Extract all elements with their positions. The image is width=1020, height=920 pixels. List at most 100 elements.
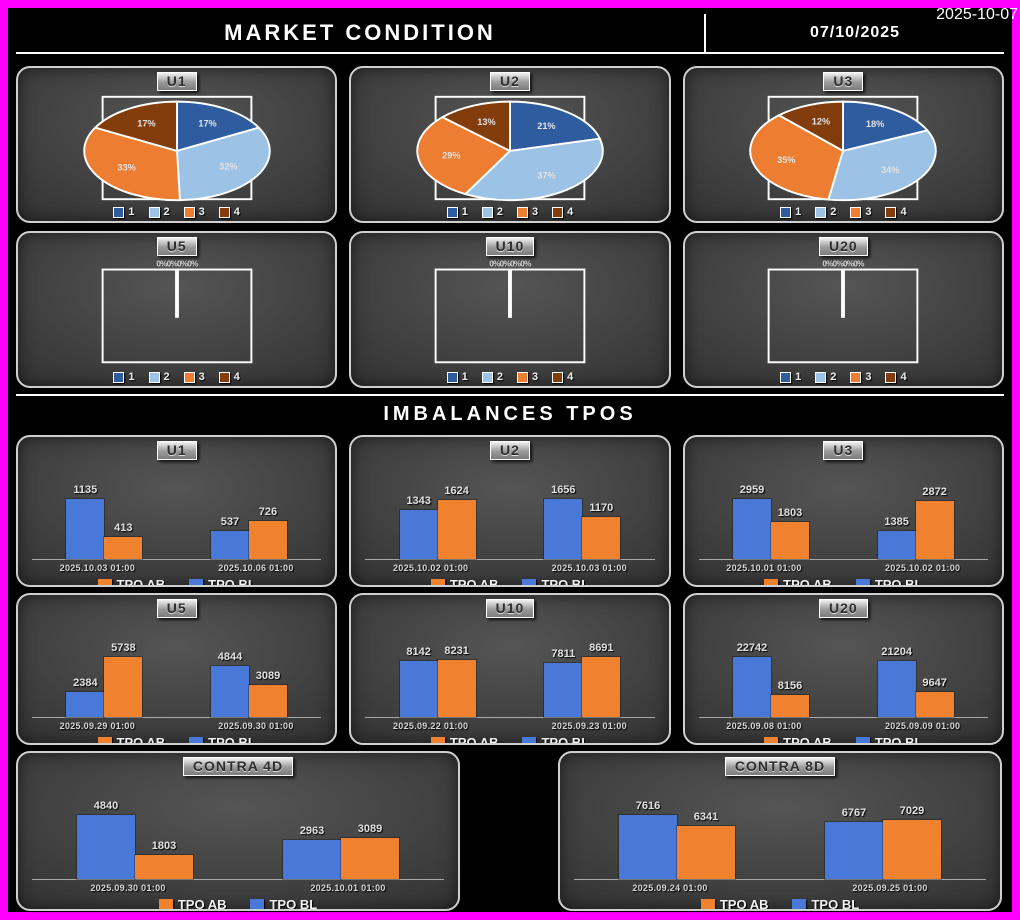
bar-bl-g2: 537 [209, 516, 250, 560]
pie-legend-item-3: 3 [850, 371, 871, 383]
bar-legend-swatch-bl [792, 899, 807, 909]
bar-group-1: 4840 1803 [76, 800, 194, 880]
bar-legend-item-ab: TPO AB [158, 897, 226, 909]
legend-swatch-2 [815, 371, 827, 383]
bar-plot-contra-8d: 7616 6341 6767 7029 [574, 790, 986, 880]
legend-label-3: 3 [198, 371, 205, 383]
bar-legend: TPO AB TPO BL [18, 897, 458, 909]
bar-legend-swatch-bl [189, 737, 204, 743]
legend-swatch-2 [481, 371, 493, 383]
legend-label-4: 4 [567, 206, 574, 218]
bar-group-1: 1135 413 [65, 484, 144, 560]
bar-legend-item-ab: TPO AB [97, 577, 166, 587]
bar-value-label: 2384 [73, 677, 98, 689]
bar-card-u2: U2 1343 1624 1656 1170 2025.10.02 01:00 2025.1… [349, 435, 671, 587]
bar-card-head: CONTRA 8D [560, 753, 1000, 776]
bar-legend-label-ab: TPO AB [449, 577, 499, 587]
pie-zero-label: 0%0%0%0% [489, 260, 532, 269]
bar-legend-swatch-ab [700, 899, 715, 909]
bar-group-1: 2384 5738 [65, 642, 144, 718]
bar-card-head: U2 [351, 437, 668, 460]
bar-ab-g1: 5738 [103, 642, 144, 718]
x-axis-labels: 2025.09.29 01:00 2025.09.30 01:00 [18, 721, 335, 731]
bar-card-u10: U10 8142 8231 7811 8691 2025.09.22 01:00 2025.… [349, 593, 671, 745]
bar-legend-label-ab: TPO AB [449, 735, 499, 745]
x-axis-label-1: 2025.09.22 01:00 [392, 721, 469, 731]
legend-swatch-3 [183, 371, 195, 383]
bar-legend-swatch-ab [764, 737, 779, 743]
bar-legend-item-bl: TPO BL [522, 735, 589, 743]
bar-bl-g1: 2959 [731, 484, 772, 560]
bar-legend-swatch-bl [855, 737, 870, 743]
x-axis-label-1: 2025.09.08 01:00 [726, 721, 802, 731]
x-axis-label-1: 2025.10.03 01:00 [59, 563, 136, 573]
bar-group-2: 1656 1170 [543, 484, 622, 560]
bar-value-label: 7616 [635, 800, 661, 812]
watermark-date: 2025-10-07 [936, 6, 1018, 23]
bar-card-head: U3 [685, 437, 1002, 460]
bar-value-label: 1343 [406, 495, 431, 507]
pie-card-title: U3 [823, 72, 864, 91]
legend-swatch-1 [446, 206, 458, 218]
legend-swatch-3 [850, 371, 862, 383]
pie-percent-label: 32% [219, 162, 237, 172]
bar-legend-label-ab: TPO AB [116, 735, 166, 745]
bar-card-u20: U20 22742 8156 21204 9647 2025.09.08 01:00 202… [682, 593, 1004, 745]
bar-plot-u10: 8142 8231 7811 8691 [365, 632, 655, 718]
bar-legend-label-ab: TPO AB [116, 577, 166, 587]
bar-legend: TPO AB TPO BL [351, 577, 668, 587]
bar-plot-u2: 1343 1624 1656 1170 [365, 474, 655, 560]
bar-value-label: 1170 [589, 502, 614, 514]
bar-bl-g2: 1656 [543, 484, 584, 560]
bar-bl-g1: 1343 [398, 495, 439, 560]
bar-bl-g1: 2384 [65, 677, 106, 718]
bar-value-label: 4840 [93, 800, 119, 812]
legend-swatch-2 [148, 206, 160, 218]
pie-legend-item-1: 1 [446, 371, 468, 383]
bar-value-label: 3089 [357, 823, 383, 835]
pie-legend-item-3: 3 [183, 206, 205, 218]
bar-ab-g2: 7029 [882, 805, 942, 880]
bar-value-label: 2963 [299, 825, 325, 837]
pie-legend-item-4: 4 [885, 206, 907, 218]
x-axis-label-1: 2025.09.29 01:00 [59, 721, 136, 731]
pie-legend-item-4: 4 [552, 371, 573, 383]
x-axis-label-1: 2025.09.30 01:00 [90, 883, 166, 893]
bar-card-u3: U3 2959 1803 1385 2872 2025.10.01 01:00 2025.1… [682, 435, 1004, 587]
bar-value-label: 2872 [922, 486, 947, 498]
legend-label-1: 1 [128, 371, 135, 383]
bar-value-label: 21204 [881, 646, 912, 658]
bar-legend-swatch-bl [189, 579, 204, 585]
bar-legend-label-bl: TPO BL [874, 735, 923, 745]
pie-percent-label: 17% [198, 119, 216, 129]
legend-label-2: 2 [163, 206, 170, 218]
bar-card-contra-4d: CONTRA 4D 4840 1803 2963 3089 2025.09.30 01:0… [16, 751, 460, 911]
bar-value-label: 537 [220, 516, 240, 528]
pie-percent-label: 37% [537, 171, 555, 181]
x-axis-labels: 2025.09.24 01:00 2025.09.25 01:00 [560, 883, 1000, 893]
pie-card-title: U1 [156, 72, 197, 91]
pie-legend-item-4: 4 [218, 206, 240, 218]
bar-value-label: 1385 [884, 516, 909, 528]
pie-legend-item-2: 2 [815, 206, 836, 218]
bar-legend-label-bl: TPO BL [208, 735, 256, 745]
bar-card-head: U10 [351, 595, 668, 618]
pie-percent-label: 34% [881, 165, 899, 175]
bar-group-1: 7616 6341 [618, 800, 736, 880]
bar-value-label: 6767 [841, 807, 867, 819]
legend-swatch-4 [218, 371, 230, 383]
bar-legend-swatch-bl [855, 579, 870, 585]
pie-card-u2: U2 21% 37% 29% 13% 1 2 3 4 [349, 66, 671, 223]
bar-ab-g1: 1803 [769, 507, 810, 560]
bar-value-label: 1803 [151, 840, 177, 852]
pie-legend-item-1: 1 [446, 206, 468, 218]
legend-swatch-3 [516, 371, 528, 383]
bar-card-head: U20 [685, 595, 1002, 618]
bar-legend-item-bl: TPO BL [792, 897, 859, 909]
legend-label-3: 3 [198, 206, 205, 218]
legend-label-4: 4 [233, 206, 240, 218]
header-bar: MARKET CONDITION 07/10/2025 [16, 14, 1004, 54]
bar-legend: TPO AB TPO BL [18, 577, 335, 587]
x-axis-labels: 2025.09.08 01:00 2025.09.09 01:00 [685, 721, 1002, 731]
